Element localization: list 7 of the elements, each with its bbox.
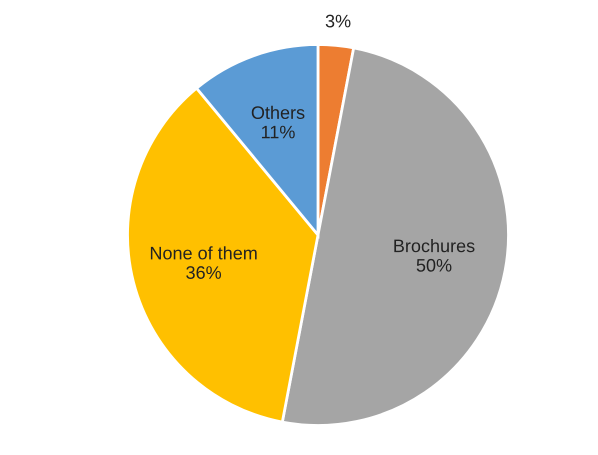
data-label: 50% (416, 258, 452, 272)
data-label: 3% (326, 14, 350, 28)
slice-label: Brochures (394, 238, 474, 252)
slice-label: None of them (150, 246, 257, 260)
slice-label: Others (252, 106, 304, 120)
data-label: 36% (186, 266, 222, 279)
data-label: 11% (262, 126, 295, 138)
